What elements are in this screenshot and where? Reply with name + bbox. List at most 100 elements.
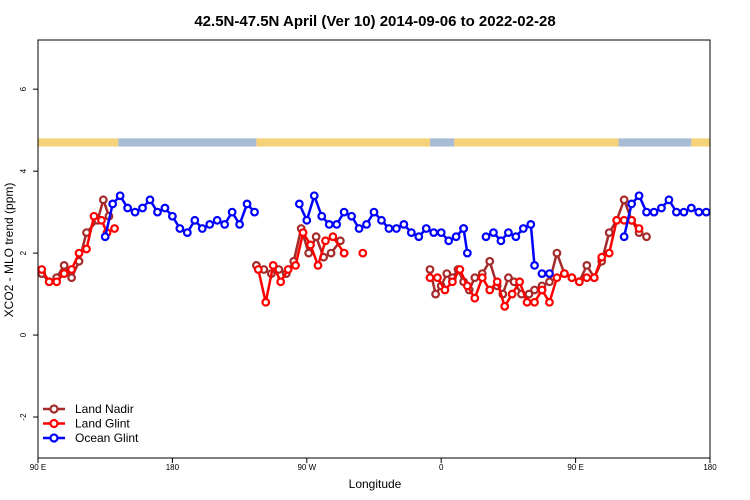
data-point-ocean-glint — [489, 228, 498, 238]
band-segment-land — [691, 138, 710, 147]
data-point-ocean-glint — [212, 215, 222, 225]
data-point-land-glint — [67, 265, 76, 274]
data-point-land-nadir — [642, 232, 651, 242]
x-tick-label: 0 — [439, 463, 444, 472]
x-tick-label: 90 E — [30, 463, 46, 472]
data-point-ocean-glint — [347, 211, 357, 221]
data-point-land-glint — [515, 277, 524, 287]
y-tick-label: 6 — [19, 86, 28, 91]
data-point-ocean-glint — [545, 269, 554, 278]
data-point-land-glint — [448, 277, 457, 287]
data-point-ocean-glint — [123, 203, 132, 213]
data-point-ocean-glint — [694, 207, 704, 217]
data-point-ocean-glint — [317, 211, 327, 221]
data-point-land-nadir — [98, 195, 108, 205]
data-point-land-nadir — [442, 269, 452, 278]
data-point-ocean-glint — [362, 220, 371, 229]
data-point-land-glint — [291, 260, 301, 270]
data-point-ocean-glint — [459, 224, 469, 233]
data-point-ocean-glint — [657, 203, 666, 213]
data-point-ocean-glint — [406, 228, 416, 238]
data-point-ocean-glint — [205, 220, 215, 229]
band-segment-ocean — [118, 138, 257, 147]
data-point-ocean-glint — [377, 215, 386, 225]
data-point-land-glint — [582, 273, 592, 283]
data-point-ocean-glint — [115, 191, 125, 201]
data-point-land-glint — [321, 236, 330, 246]
band-segment-land — [256, 138, 430, 147]
data-point-land-nadir — [552, 248, 562, 258]
data-point-land-glint — [328, 232, 338, 242]
data-point-land-glint — [574, 277, 584, 287]
data-point-ocean-glint — [227, 207, 237, 217]
data-point-ocean-glint — [526, 220, 536, 229]
data-point-land-glint — [485, 285, 495, 295]
legend-marker-land-glint — [49, 418, 59, 429]
data-point-land-glint — [567, 273, 577, 283]
data-point-land-glint — [298, 228, 308, 238]
data-point-land-glint — [552, 273, 562, 283]
data-point-ocean-glint — [145, 195, 155, 205]
data-point-ocean-glint — [100, 232, 110, 242]
plot-frame — [37, 39, 711, 459]
x-axis: 90 E 180 90 W 0 90 E 180 — [30, 458, 717, 472]
data-point-ocean-glint — [436, 228, 446, 238]
data-point-land-glint — [44, 277, 54, 287]
data-point-ocean-glint — [664, 195, 674, 205]
data-point-land-glint — [268, 260, 278, 270]
y-tick-label: -2 — [19, 413, 28, 421]
data-point-land-glint — [59, 269, 69, 278]
data-point-ocean-glint — [302, 215, 312, 225]
data-point-land-glint — [82, 244, 91, 254]
data-point-land-glint — [477, 273, 487, 283]
data-point-land-glint — [612, 215, 622, 225]
data-point-land-nadir — [582, 260, 592, 270]
data-point-land-glint — [470, 293, 480, 303]
data-point-land-glint — [37, 265, 47, 274]
data-point-land-glint — [507, 289, 517, 299]
y-axis: -2 0 2 4 6 — [19, 86, 38, 421]
data-point-ocean-glint — [462, 248, 472, 258]
data-point-land-glint — [433, 273, 442, 283]
data-point-ocean-glint — [160, 203, 170, 213]
data-point-ocean-glint — [130, 207, 140, 217]
data-point-land-nadir — [311, 232, 321, 242]
data-point-ocean-glint — [421, 224, 431, 233]
legend-label-land-nadir: Land Nadir — [75, 402, 134, 416]
data-point-land-glint — [597, 252, 607, 262]
data-point-land-nadir — [545, 277, 554, 287]
band-segment-ocean — [618, 138, 692, 147]
data-point-ocean-glint — [672, 207, 681, 217]
data-point-ocean-glint — [481, 232, 491, 242]
land-ocean-band — [38, 138, 710, 147]
legend-label-land-glint: Land Glint — [75, 417, 130, 431]
data-point-land-glint — [522, 297, 532, 307]
band-segment-ocean — [430, 138, 455, 147]
data-point-ocean-glint — [649, 207, 659, 217]
data-point-ocean-glint — [414, 232, 424, 242]
chart-title: 42.5N-47.5N April (Ver 10) 2014-09-06 to… — [194, 13, 555, 30]
data-point-ocean-glint — [138, 203, 147, 213]
data-point-land-nadir — [431, 289, 441, 299]
data-point-land-glint — [492, 277, 502, 287]
legend-marker-land-nadir — [49, 404, 59, 414]
data-point-land-glint — [74, 248, 84, 258]
data-point-ocean-glint — [190, 215, 200, 225]
data-point-ocean-glint — [250, 207, 259, 217]
data-point-land-nadir — [470, 273, 480, 283]
y-tick-label: 4 — [19, 168, 28, 173]
data-point-land-glint — [500, 301, 510, 311]
data-point-land-glint — [537, 285, 547, 295]
data-point-land-glint — [560, 269, 569, 278]
data-point-ocean-glint — [339, 207, 349, 217]
data-point-land-glint — [97, 215, 106, 225]
data-point-land-glint — [276, 277, 286, 287]
data-point-land-glint — [52, 277, 62, 287]
data-point-ocean-glint — [429, 228, 439, 238]
data-point-land-glint — [339, 248, 349, 258]
data-point-ocean-glint — [627, 199, 636, 209]
data-point-ocean-glint — [324, 220, 334, 229]
data-point-ocean-glint — [108, 199, 118, 209]
